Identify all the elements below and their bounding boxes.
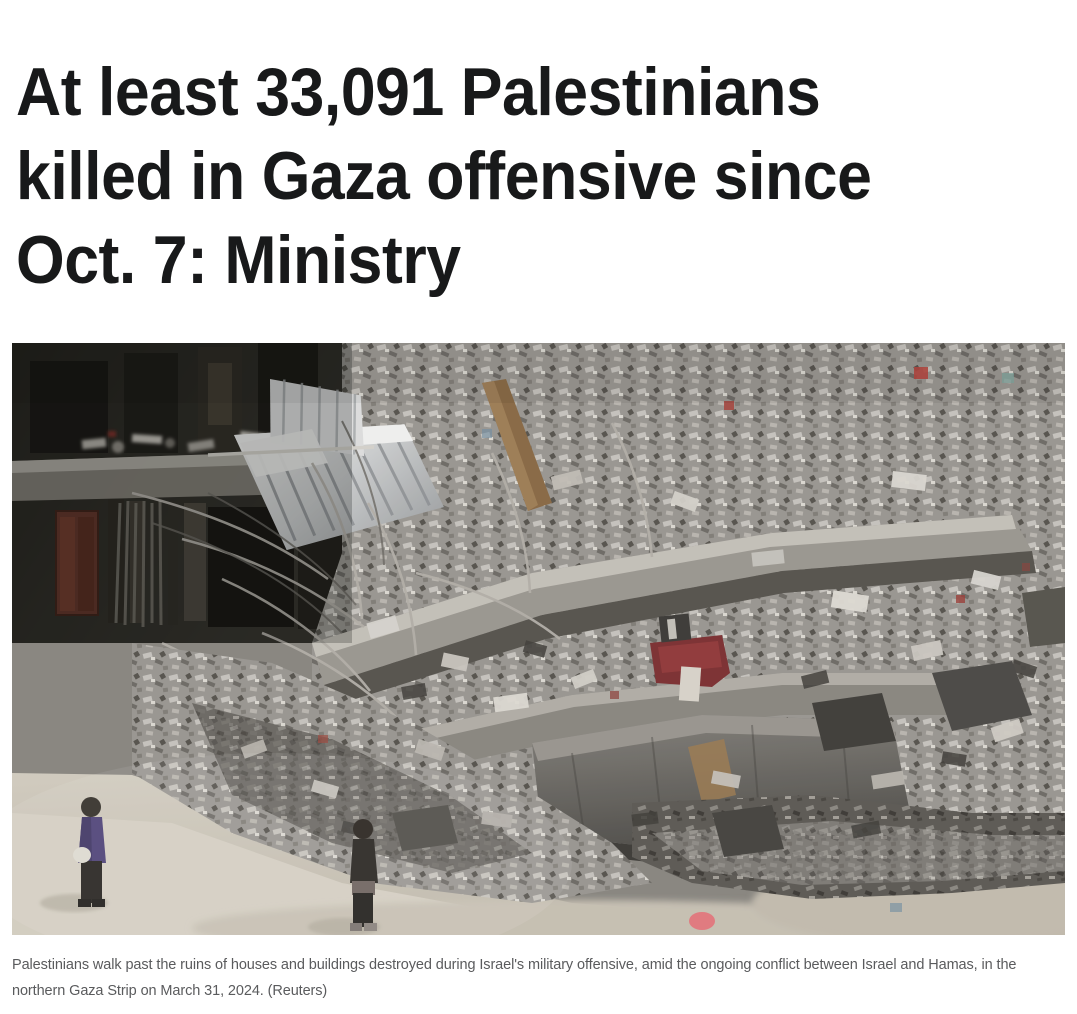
page-title: At least 33,091 Palestinians killed in G… bbox=[16, 53, 872, 298]
person-standing-dark-clothes bbox=[308, 819, 380, 935]
article-figure bbox=[12, 343, 1065, 935]
photo-illustration bbox=[12, 343, 1065, 935]
person-walking-blue-shirt bbox=[40, 797, 108, 912]
article-photo bbox=[12, 343, 1065, 935]
photo-caption: Palestinians walk past the ruins of hous… bbox=[12, 957, 1017, 999]
